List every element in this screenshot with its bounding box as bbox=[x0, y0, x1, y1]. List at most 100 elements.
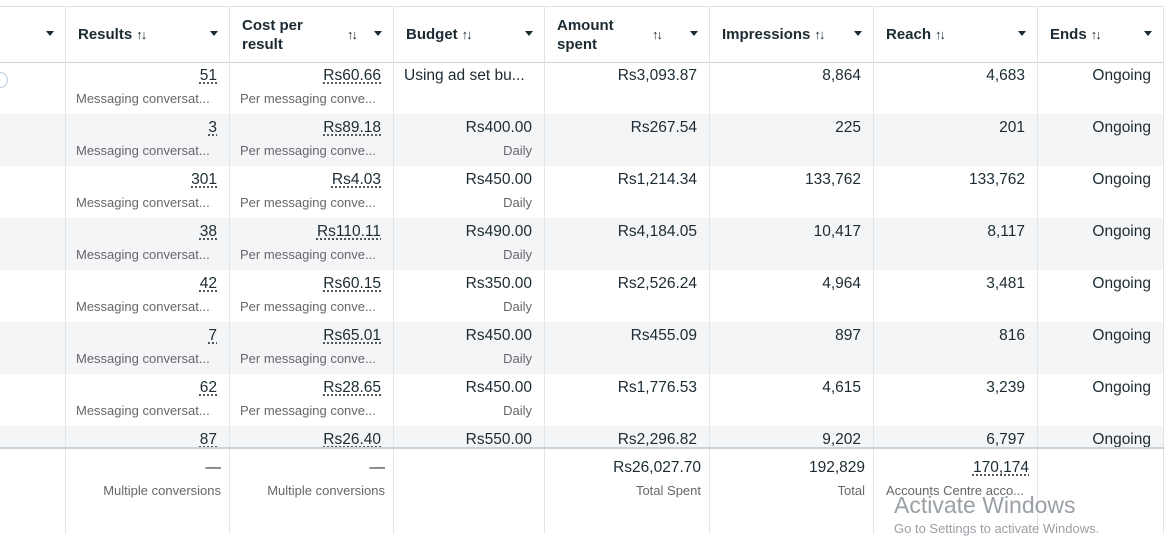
cell-value: Rs400.00 bbox=[466, 119, 532, 137]
cell-value-text: 4,615 bbox=[822, 379, 861, 396]
cell-impressions: 10,417 bbox=[710, 218, 874, 270]
totals-select-cell bbox=[0, 449, 66, 534]
cell-subtext: Messaging conversat... bbox=[76, 143, 210, 158]
chevron-down-icon[interactable] bbox=[210, 31, 218, 36]
total-value-text: 170,174 bbox=[973, 459, 1029, 476]
cell-impressions: 8,864 bbox=[710, 62, 874, 114]
cell-ends: Ongoing bbox=[1038, 270, 1164, 322]
cell-value[interactable]: Rs110.11 bbox=[317, 223, 381, 241]
cell-value[interactable]: 62 bbox=[200, 379, 217, 397]
cell-value-text: 8,864 bbox=[822, 67, 861, 84]
chevron-down-icon[interactable] bbox=[525, 31, 533, 36]
column-header-reach[interactable]: Reach ↑↓ bbox=[874, 7, 1038, 62]
cell-value: 8,117 bbox=[987, 223, 1025, 241]
sort-icon[interactable]: ↑↓ bbox=[814, 25, 823, 44]
total-value: 192,829 bbox=[809, 459, 865, 477]
cell-value-text: 38 bbox=[200, 223, 217, 240]
chevron-down-icon[interactable] bbox=[854, 31, 862, 36]
chevron-down-icon[interactable] bbox=[374, 31, 382, 36]
cell-value: 201 bbox=[999, 119, 1025, 137]
column-header-select[interactable] bbox=[0, 7, 66, 62]
cell-value[interactable]: Rs28.65 bbox=[323, 379, 381, 397]
cell-results: 7 Messaging conversat... bbox=[66, 322, 230, 374]
table-row[interactable]: 51 Messaging conversat... Rs60.66 Per messa… bbox=[0, 62, 1164, 114]
cell-value-text: Rs110.11 bbox=[317, 223, 381, 240]
chevron-down-icon[interactable] bbox=[690, 31, 698, 36]
sort-icon[interactable]: ↑↓ bbox=[935, 25, 944, 44]
activate-windows-title: Activate Windows bbox=[894, 492, 1076, 519]
cell-subtext: Per messaging conve... bbox=[240, 351, 376, 366]
chevron-down-icon[interactable] bbox=[1144, 31, 1152, 36]
cell-subtext: Messaging conversat... bbox=[76, 403, 210, 418]
cell-value: 816 bbox=[999, 327, 1025, 345]
cell-results: 51 Messaging conversat... bbox=[66, 62, 230, 114]
sort-icon[interactable]: ↑↓ bbox=[136, 25, 145, 44]
cell-value-text: Rs4,184.05 bbox=[618, 223, 697, 240]
column-header-budget[interactable]: Budget ↑↓ bbox=[394, 7, 545, 62]
row-select-cell[interactable] bbox=[0, 62, 66, 114]
table-row[interactable]: 38 Messaging conversat... Rs110.11 Per mess… bbox=[0, 218, 1164, 270]
cell-value[interactable]: Rs60.15 bbox=[323, 275, 381, 293]
sort-icon[interactable]: ↑↓ bbox=[1091, 25, 1100, 44]
cell-results: 38 Messaging conversat... bbox=[66, 218, 230, 270]
chevron-down-icon[interactable] bbox=[46, 31, 54, 36]
cell-value-text: 42 bbox=[200, 275, 217, 292]
column-header-ends[interactable]: Ends ↑↓ bbox=[1038, 7, 1164, 62]
cell-ends: Ongoing bbox=[1038, 114, 1164, 166]
column-header-results[interactable]: Results ↑↓ bbox=[66, 7, 230, 62]
cell-subtext: Per messaging conve... bbox=[240, 91, 376, 106]
column-header-impressions[interactable]: Impressions ↑↓ bbox=[710, 7, 874, 62]
cell-value-text: 897 bbox=[835, 327, 861, 344]
cell-value[interactable]: Rs60.66 bbox=[323, 67, 381, 85]
cell-budget: Rs490.00 Daily bbox=[394, 218, 545, 270]
cell-subtext: Messaging conversat... bbox=[76, 247, 210, 262]
cell-reach: 133,762 bbox=[874, 166, 1038, 218]
cell-value[interactable]: 51 bbox=[200, 67, 217, 85]
sort-icon[interactable]: ↑↓ bbox=[462, 25, 471, 44]
cell-value[interactable]: 7 bbox=[208, 327, 217, 345]
cell-impressions: 897 bbox=[710, 322, 874, 374]
sort-icon[interactable]: ↑↓ bbox=[347, 7, 356, 62]
table-row[interactable]: 7 Messaging conversat... Rs65.01 Per messag… bbox=[0, 322, 1164, 374]
row-select-cell[interactable] bbox=[0, 374, 66, 426]
column-label: Impressions ↑↓ bbox=[722, 7, 823, 62]
row-select-cell[interactable] bbox=[0, 218, 66, 270]
row-select-cell[interactable] bbox=[0, 114, 66, 166]
cell-value-text: 816 bbox=[999, 327, 1025, 344]
cell-value[interactable]: 42 bbox=[200, 275, 217, 293]
cell-value-text: 3 bbox=[208, 119, 217, 136]
cell-value-text: Using ad set bu... bbox=[404, 67, 525, 84]
cell-value-text: Ongoing bbox=[1092, 119, 1151, 136]
column-header-amount[interactable]: Amount spent ↑↓ bbox=[545, 7, 710, 62]
row-select-cell[interactable] bbox=[0, 322, 66, 374]
column-header-cost[interactable]: Cost per result ↑↓ bbox=[230, 7, 394, 62]
table-row[interactable]: 3 Messaging conversat... Rs89.18 Per messag… bbox=[0, 114, 1164, 166]
table-row[interactable]: 42 Messaging conversat... Rs60.15 Per messa… bbox=[0, 270, 1164, 322]
row-select-cell[interactable] bbox=[0, 270, 66, 322]
cell-value-text: 7 bbox=[208, 327, 217, 344]
column-title: Reach bbox=[886, 25, 931, 44]
cell-value: 8,864 bbox=[822, 67, 861, 85]
cell-value-text: Rs2,526.24 bbox=[618, 275, 697, 292]
table-row[interactable]: 62 Messaging conversat... Rs28.65 Per messa… bbox=[0, 374, 1164, 426]
row-select-cell[interactable] bbox=[0, 166, 66, 218]
cell-value[interactable]: 38 bbox=[200, 223, 217, 241]
cell-value[interactable]: 301 bbox=[191, 171, 217, 189]
cell-value-text: Rs455.09 bbox=[631, 327, 697, 344]
chevron-down-icon[interactable] bbox=[1018, 31, 1026, 36]
sort-icon[interactable]: ↑↓ bbox=[652, 7, 661, 62]
cell-impressions: 225 bbox=[710, 114, 874, 166]
cell-value: Ongoing bbox=[1092, 67, 1151, 85]
table-row[interactable]: 301 Messaging conversat... Rs4.03 Per messa… bbox=[0, 166, 1164, 218]
cell-value[interactable]: Rs4.03 bbox=[332, 171, 381, 189]
cell-value-text: Rs400.00 bbox=[466, 119, 532, 136]
cell-value[interactable]: 3 bbox=[208, 119, 217, 137]
total-subtext: Total bbox=[838, 483, 865, 498]
cell-value-text: Rs350.00 bbox=[466, 275, 532, 292]
column-title: Ends bbox=[1050, 25, 1087, 44]
cell-value: 225 bbox=[835, 119, 861, 137]
cell-ends: Ongoing bbox=[1038, 166, 1164, 218]
cell-value[interactable]: Rs65.01 bbox=[323, 327, 381, 345]
cell-subtext: Daily bbox=[503, 247, 532, 262]
cell-value[interactable]: Rs89.18 bbox=[323, 119, 381, 137]
